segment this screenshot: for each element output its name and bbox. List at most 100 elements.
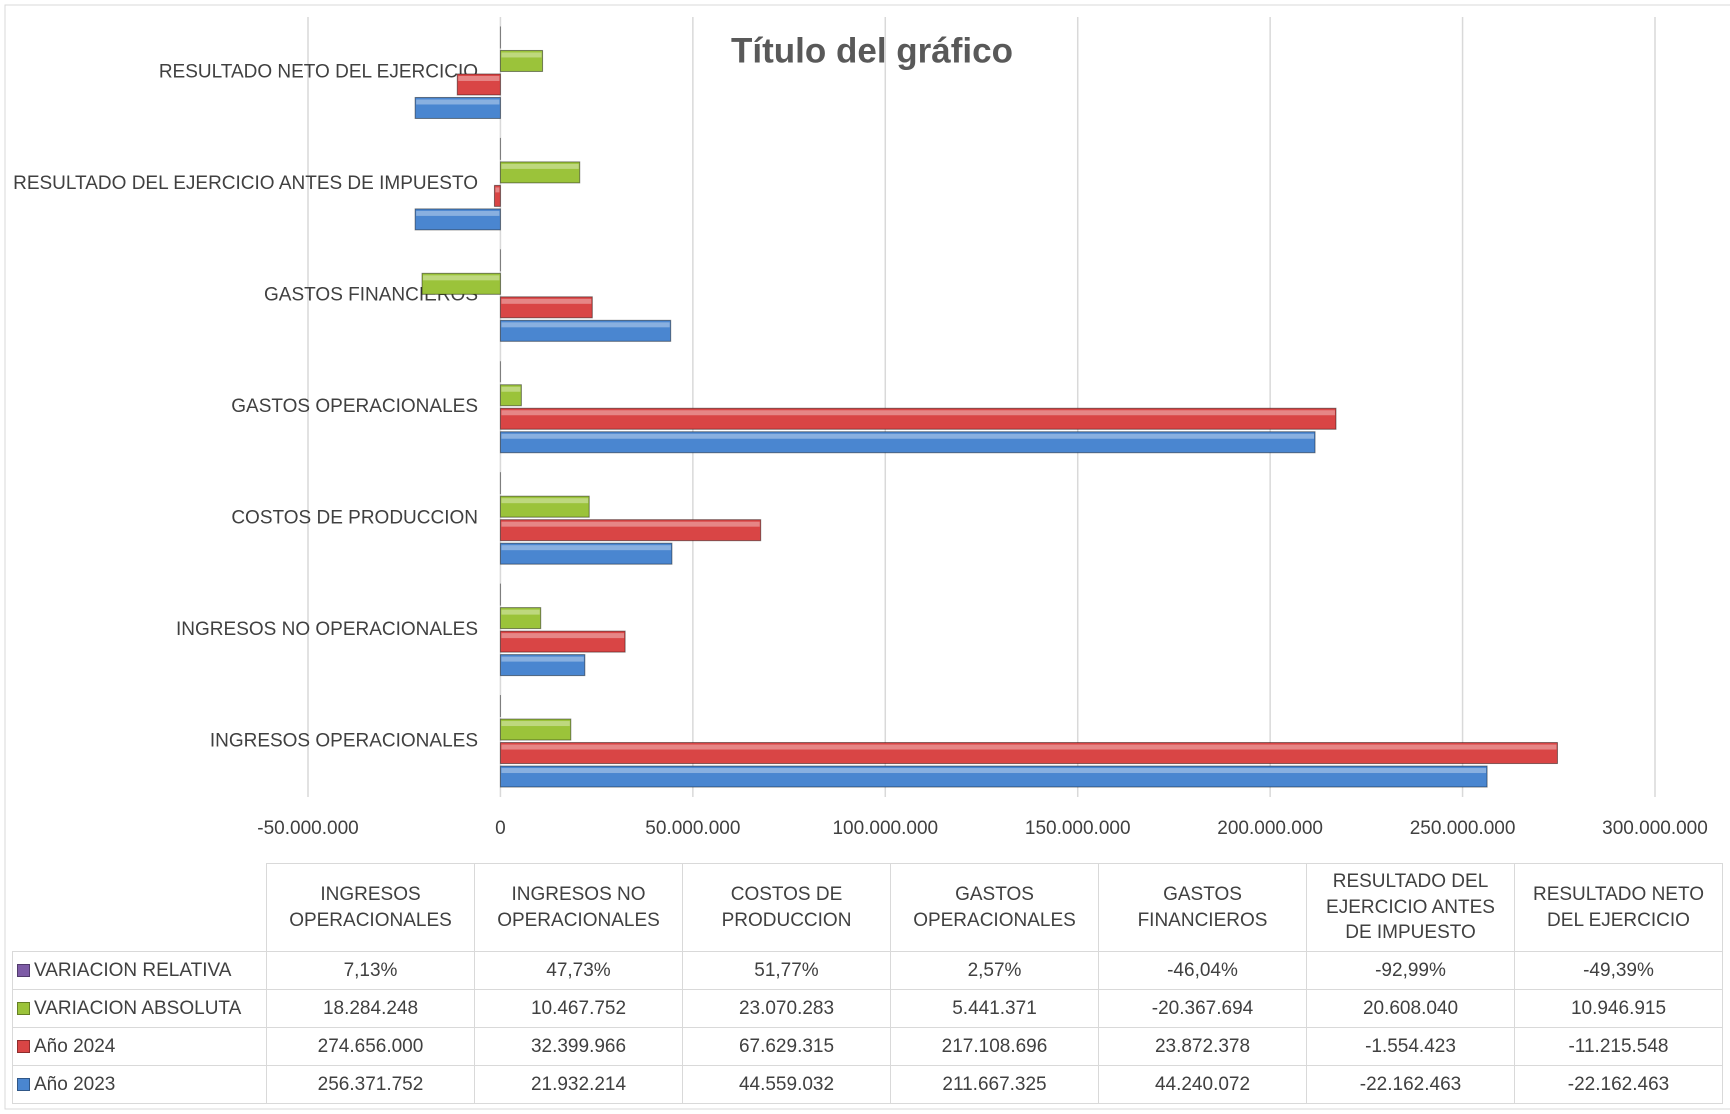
bar-highlight [495,187,500,193]
bar-highlight [501,386,521,392]
table-header-cell: GASTOS FINANCIEROS [1098,863,1307,952]
bar [499,319,672,342]
legend-label: Año 2024 [34,1035,116,1057]
bar-highlight [501,545,671,551]
chart-title: Título del gráfico [731,31,1013,70]
bar-highlight [501,322,670,328]
legend-swatch [17,964,30,977]
bar [414,208,501,231]
table-value-cell: 7,13% [266,951,475,990]
category-label: RESULTADO NETO DEL EJERCICIO [159,62,478,83]
table-value-cell: 32.399.966 [474,1027,683,1066]
table-value-cell: 23.070.283 [682,989,891,1028]
category-label: COSTOS DE PRODUCCION [231,507,478,528]
bar [499,431,1316,454]
x-tick-label: 150.000.000 [1025,818,1131,839]
table-value-cell: -22.162.463 [1514,1065,1723,1104]
table-value-cell: -22.162.463 [1306,1065,1515,1104]
table-value-cell: 2,57% [890,951,1099,990]
chart-frame [4,4,1730,1110]
table-legend-cell: VARIACION RELATIVA [12,951,267,990]
bar [499,384,522,407]
table-value-cell: 21.932.214 [474,1065,683,1104]
legend-label: VARIACION RELATIVA [34,959,232,981]
bar-highlight [416,210,500,216]
legend-swatch [17,1078,30,1091]
table-legend-cell: Año 2023 [12,1065,267,1104]
table-legend-cell: VARIACION ABSOLUTA [12,989,267,1028]
bar-highlight [416,99,500,105]
bar-highlight [501,163,579,169]
x-tick-label: 0 [495,818,506,839]
table-header-cell: RESULTADO DEL EJERCICIO ANTES DE IMPUEST… [1306,863,1515,952]
bar-highlight [501,52,542,58]
bar [499,296,593,319]
bar [499,519,762,542]
category-label: RESULTADO DEL EJERCICIO ANTES DE IMPUEST… [13,173,478,194]
x-tick-label: 50.000.000 [645,818,740,839]
table-header-cell: COSTOS DE PRODUCCION [682,863,891,952]
table-header-cell: RESULTADO NETO DEL EJERCICIO [1514,863,1723,952]
table-value-cell: 10.946.915 [1514,989,1723,1028]
bar-highlight [501,633,625,639]
x-tick-label: 200.000.000 [1217,818,1323,839]
bar-highlight [501,521,760,527]
bar-highlight [501,768,1487,774]
bar [493,184,501,207]
bar-highlight [501,744,1557,750]
bar-highlight [501,433,1315,439]
bar [499,161,581,184]
table-value-cell: 10.467.752 [474,989,683,1028]
bar [499,765,1488,788]
bar-highlight [501,656,584,662]
table-header-cell: GASTOS OPERACIONALES [890,863,1099,952]
table-value-cell: 256.371.752 [266,1065,475,1104]
table-value-cell: 18.284.248 [266,989,475,1028]
table-header-cell: INGRESOS NO OPERACIONALES [474,863,683,952]
table-legend-cell: Año 2024 [12,1027,267,1066]
bar [499,49,544,72]
bar-highlight [423,275,500,281]
category-label: INGRESOS NO OPERACIONALES [176,619,478,640]
table-value-cell: 5.441.371 [890,989,1099,1028]
legend-swatch [17,1002,30,1015]
table-value-cell: 23.872.378 [1098,1027,1307,1066]
bar [499,654,586,677]
x-tick-label: -50.000.000 [257,818,358,839]
bar [421,272,501,295]
table-value-cell: 67.629.315 [682,1027,891,1066]
bar-highlight [501,298,592,304]
bar [456,73,501,96]
legend-label: VARIACION ABSOLUTA [34,997,242,1019]
category-label: INGRESOS OPERACIONALES [210,730,478,751]
table-value-cell: 44.559.032 [682,1065,891,1104]
table-value-cell: -11.215.548 [1514,1027,1723,1066]
x-tick-label: 250.000.000 [1410,818,1516,839]
bar-highlight [501,498,589,504]
x-tick-label: 100.000.000 [832,818,938,839]
table-value-cell: -49,39% [1514,951,1723,990]
table-value-cell: -92,99% [1306,951,1515,990]
legend-label: Año 2023 [34,1073,116,1095]
table-value-cell: -1.554.423 [1306,1027,1515,1066]
bar [499,407,1337,430]
bar [499,495,590,518]
legend-swatch [17,1040,30,1053]
bar [499,542,673,565]
bar [414,96,501,119]
bar-highlight [458,75,500,81]
table-value-cell: 47,73% [474,951,683,990]
bar [499,718,572,741]
table-value-cell: 20.608.040 [1306,989,1515,1028]
table-value-cell: -20.367.694 [1098,989,1307,1028]
bar [499,607,542,630]
table-header-cell: INGRESOS OPERACIONALES [266,863,475,952]
table-value-cell: 217.108.696 [890,1027,1099,1066]
bar-highlight [501,410,1335,416]
bar-highlight [501,609,540,615]
table-value-cell: 51,77% [682,951,891,990]
bar [499,742,1558,765]
table-value-cell: 211.667.325 [890,1065,1099,1104]
